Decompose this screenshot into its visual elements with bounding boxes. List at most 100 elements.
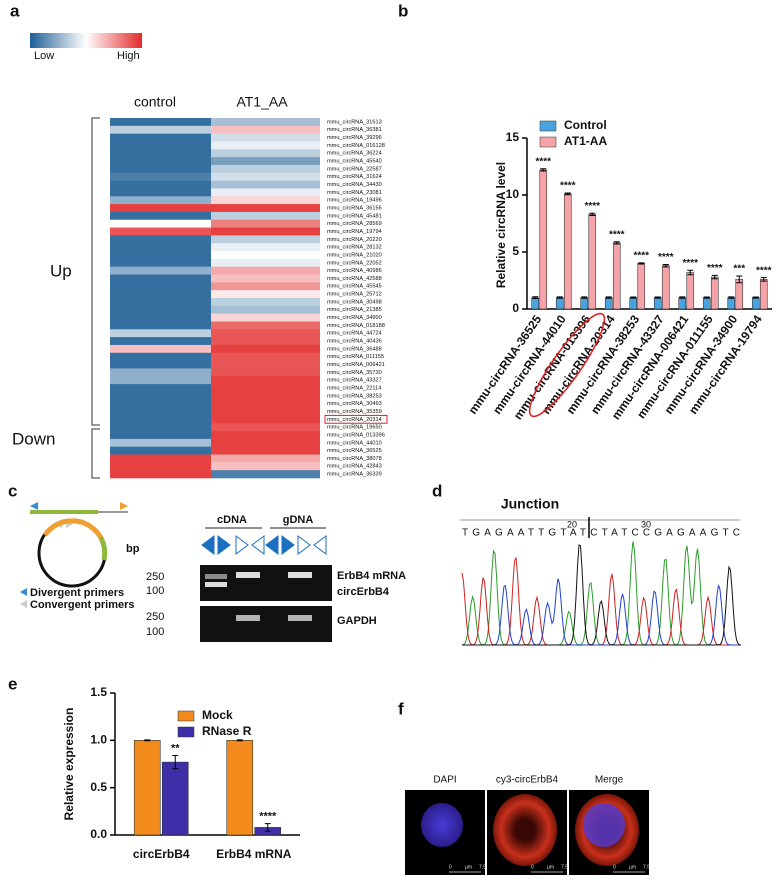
legend-swatch (539, 120, 557, 132)
scale-label: µm (547, 864, 554, 870)
heatmap-cell (211, 384, 320, 393)
error-bar (613, 241, 620, 245)
legend-label: RNase R (202, 724, 252, 738)
error-bar (687, 269, 694, 276)
scale-label: 7.5 (643, 864, 650, 870)
trace (461, 541, 741, 646)
error-bar (662, 264, 669, 268)
row-label: mmu_circRNA_38078 (327, 456, 382, 462)
heatmap-cell (211, 227, 320, 236)
row-label: mmu_circRNA_43327 (327, 378, 382, 384)
bar (751, 297, 760, 310)
bar (539, 169, 548, 310)
y-tick-label: 0 (512, 301, 519, 315)
error-bar (679, 296, 686, 299)
heatmap-cell (110, 125, 211, 134)
error-bar (589, 212, 596, 217)
bar (563, 193, 572, 310)
heatmap-cell (211, 344, 320, 354)
marker-label: 100 (146, 626, 164, 638)
heatmap-cell (211, 376, 320, 385)
row-label: mmu_circRNA_45545 (327, 284, 382, 290)
heatmap-cell (110, 423, 211, 432)
heatmap-cell (110, 415, 211, 424)
heatmap-cell (110, 133, 211, 142)
band-label: circErbB4 (337, 586, 390, 598)
scale-label: 7.5 (479, 864, 486, 870)
row-label: mmu_circRNA_31624 (327, 174, 382, 180)
y-tick-label: 10 (506, 187, 520, 201)
bar (686, 272, 695, 310)
heatmap-cell (211, 399, 320, 408)
legend-label: AT1-AA (564, 134, 607, 148)
heatmap-cell (110, 376, 211, 385)
row-label: mmu_circRNA_21020 (327, 252, 382, 258)
heatmap-cell (211, 251, 320, 260)
bracket (91, 428, 100, 479)
heatmap-cell (110, 470, 211, 479)
channel-label: DAPI (433, 775, 456, 786)
heatmap-cell (110, 321, 211, 330)
heatmap-cell (110, 266, 211, 275)
row-label: mmu_circRNA_40986 (327, 268, 382, 274)
heatmap-cell (110, 337, 211, 346)
row-label: mmu_circRNA_42588 (327, 276, 382, 282)
bar (604, 297, 613, 310)
heatmap-cell (110, 235, 211, 244)
row-label: mmu_circRNA_45540 (327, 159, 382, 165)
row-label: mmu_circRNA_013396 (327, 432, 385, 438)
significance: **** (682, 258, 698, 269)
error-bar (556, 296, 563, 299)
row-label: mmu_circRNA_19794 (327, 229, 382, 235)
heatmap-cell (211, 407, 320, 416)
bar (531, 297, 540, 310)
group-label: cDNA (217, 514, 247, 526)
legend-label: Control (564, 118, 607, 132)
heatmap-cell (110, 251, 211, 260)
heatmap-cell (110, 157, 211, 166)
heatmap-cell (211, 470, 320, 479)
heatmap-cell (211, 243, 320, 252)
heatmap-cell (211, 391, 320, 401)
heatmap-cell (211, 211, 320, 221)
row-label: mmu_circRNA_35359 (327, 409, 382, 415)
row-label: mmu_circRNA_22114 (327, 385, 381, 391)
heatmap-cell (211, 188, 320, 197)
heatmap-cell (211, 321, 320, 330)
heatmap-cell (110, 180, 211, 189)
gel-band (205, 572, 312, 621)
heatmap-cell (211, 266, 320, 275)
scale-label: µm (465, 864, 472, 870)
row-label: mmu_circRNA_31613 (327, 119, 382, 125)
row-label: mmu_circRNA_23081 (327, 190, 382, 196)
heatmap-cell (110, 258, 211, 267)
heatmap-cell (110, 438, 211, 447)
heatmap-cell (211, 282, 320, 291)
y-tick-label: 15 (506, 130, 520, 144)
marker-label: 250 (146, 571, 164, 583)
heatmap-cell (211, 360, 320, 369)
significance: ** (171, 742, 180, 754)
heatmap-cell (211, 352, 320, 361)
heatmap-cell (110, 227, 211, 236)
scale-label: 0 (449, 864, 452, 870)
heatmap-cell (110, 204, 211, 213)
significance: **** (707, 263, 723, 274)
position-label: 20 (567, 519, 577, 529)
panel-label: a (10, 1, 20, 20)
heatmap-cell (211, 235, 320, 244)
channel-label: Merge (595, 775, 624, 786)
error-bar (581, 296, 588, 299)
row-label: mmu_circRNA_21385 (327, 307, 382, 313)
scale-label: 0 (613, 864, 616, 870)
heatmap-cell (110, 298, 211, 307)
heatmap-cell (211, 164, 320, 174)
significance: **** (756, 265, 772, 276)
heatmap-cell (110, 344, 211, 354)
heatmap-cell (110, 360, 211, 369)
color-bar (30, 33, 142, 48)
row-label: mmu_circRNA_42843 (327, 464, 382, 470)
error-bar (654, 296, 661, 299)
heatmap-cell (211, 329, 320, 338)
heatmap-cell (211, 423, 320, 432)
